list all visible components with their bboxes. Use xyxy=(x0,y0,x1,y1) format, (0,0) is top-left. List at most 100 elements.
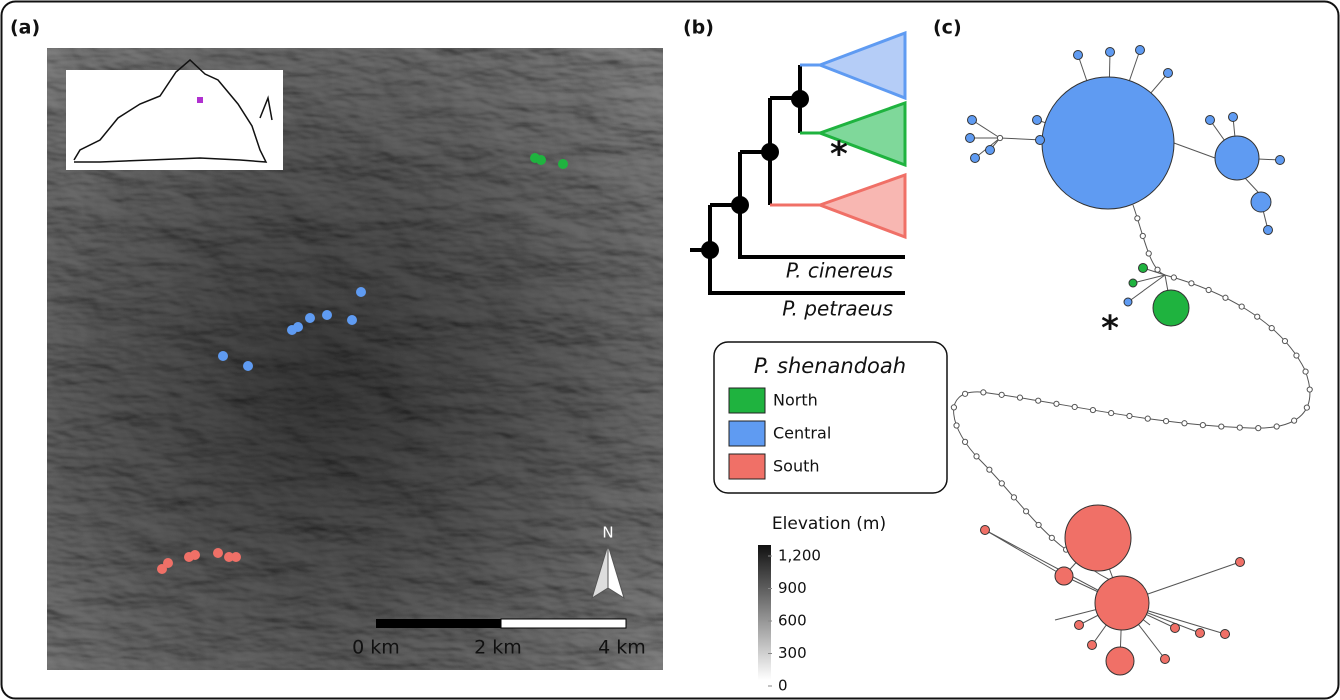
mutation-step xyxy=(1140,233,1145,238)
sample-point xyxy=(558,159,568,169)
elevation-title: Elevation (m) xyxy=(772,514,886,534)
mutation-step xyxy=(1109,410,1114,415)
haplotype xyxy=(1229,113,1238,122)
panel-label: (a) xyxy=(10,17,40,39)
haplotype xyxy=(966,134,975,143)
study-area xyxy=(197,97,203,103)
sample-point xyxy=(231,552,241,562)
sample-point xyxy=(218,351,228,361)
sample-point xyxy=(243,361,253,371)
mutation-step xyxy=(1200,422,1205,427)
mutation-step xyxy=(1017,395,1022,400)
mutation-step xyxy=(1054,401,1059,406)
haplotype xyxy=(1088,641,1097,650)
mutation-step xyxy=(1269,326,1274,331)
mutation-step xyxy=(1036,522,1041,527)
sample-point xyxy=(356,287,366,297)
legend-swatch xyxy=(729,454,765,479)
haplotype xyxy=(1106,647,1134,675)
mutation-step xyxy=(1237,425,1242,430)
asterisk: * xyxy=(830,135,848,175)
legend-swatch xyxy=(729,421,765,446)
mutation-step xyxy=(1072,404,1077,409)
colorbar-label: 600 xyxy=(778,612,807,630)
haplotype xyxy=(1264,226,1273,235)
haplotype xyxy=(1206,116,1215,125)
scale-label: 4 km xyxy=(598,637,646,659)
mutation-step xyxy=(999,481,1004,486)
inset xyxy=(66,70,283,170)
haplotype xyxy=(1139,264,1148,273)
haplotype xyxy=(1251,192,1271,212)
mutation-step xyxy=(1090,407,1095,412)
scale-label: 2 km xyxy=(474,637,522,659)
mutation-step xyxy=(1239,304,1244,309)
haplotype xyxy=(986,146,995,155)
colorbar-label: 300 xyxy=(778,644,807,662)
haplotype xyxy=(1221,630,1230,639)
sample-point xyxy=(322,310,332,320)
haplotype xyxy=(1171,624,1180,633)
mutation-step xyxy=(1223,295,1228,300)
haplotype xyxy=(1136,46,1145,55)
taxon-label: P. petraeus xyxy=(782,297,893,321)
mutation-step xyxy=(1011,495,1016,500)
mutation-step xyxy=(1282,338,1287,343)
mutation-step xyxy=(1163,418,1168,423)
haplotype xyxy=(1055,567,1073,585)
haplotype xyxy=(1153,290,1189,326)
figure: (a) N 0 km 2 km 4 km (b) * P. cinereus P… xyxy=(0,0,1340,700)
north-label: N xyxy=(602,524,613,542)
haplotype xyxy=(1276,156,1285,165)
legend-swatch xyxy=(729,388,765,413)
mutation-step xyxy=(1189,281,1194,286)
scale-bar xyxy=(376,619,501,628)
mutation-step xyxy=(951,405,956,410)
legend-title: P. shenandoah xyxy=(754,354,906,378)
mutation-step xyxy=(1307,387,1312,392)
taxon-label: P. cinereus xyxy=(786,259,893,283)
mutation-step xyxy=(962,439,967,444)
mutation-step xyxy=(974,454,979,459)
mutation-step xyxy=(999,392,1004,397)
haplotype xyxy=(981,526,990,535)
haplotype xyxy=(1124,298,1132,306)
colorbar-label: 900 xyxy=(778,579,807,597)
panel-label: (c) xyxy=(933,17,962,39)
haplotype xyxy=(1236,558,1245,567)
legend-label: South xyxy=(773,457,820,476)
haplotype xyxy=(1033,116,1042,125)
haplotype xyxy=(968,116,977,125)
colorbar-label: 1,200 xyxy=(778,547,821,565)
scale-bar xyxy=(501,619,626,628)
mutation-step xyxy=(1304,405,1309,410)
panel-label: (b) xyxy=(683,17,714,39)
sample-point xyxy=(305,313,315,323)
sample-point xyxy=(287,325,297,335)
mutation-step xyxy=(1036,398,1041,403)
sample-point xyxy=(347,315,357,325)
haplotype xyxy=(971,154,980,163)
haplotype xyxy=(1074,51,1083,60)
mutation-step xyxy=(1294,353,1299,358)
mutation-step xyxy=(1023,509,1028,514)
haplotype xyxy=(1075,621,1084,630)
legend-label: North xyxy=(773,391,818,410)
mutation-step xyxy=(1049,535,1054,540)
sample-point xyxy=(536,155,546,165)
mutation-step xyxy=(997,135,1002,140)
mutation-step xyxy=(1206,287,1211,292)
mutation-step xyxy=(1171,275,1176,280)
mutation-step xyxy=(954,423,959,428)
mutation-step xyxy=(981,390,986,395)
legend-items: North Central South xyxy=(729,388,831,479)
mutation-step xyxy=(1219,424,1224,429)
mutation-step xyxy=(1155,267,1160,272)
legend-label: Central xyxy=(773,424,831,443)
mutation-step xyxy=(1274,424,1279,429)
sample-point xyxy=(213,548,223,558)
haplotype xyxy=(1106,48,1115,57)
mutation-step xyxy=(1135,216,1140,221)
mutation-step xyxy=(1255,314,1260,319)
sample-point xyxy=(190,550,200,560)
